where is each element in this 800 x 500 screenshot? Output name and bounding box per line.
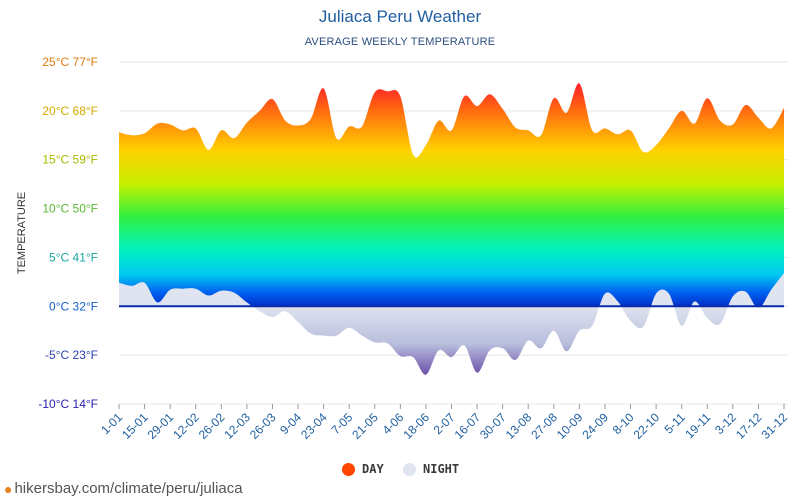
x-tick-label: 23-04 bbox=[298, 410, 330, 442]
legend-night-label: NIGHT bbox=[423, 462, 460, 476]
x-tick-label: 12-03 bbox=[221, 410, 253, 442]
day-dot-icon bbox=[342, 462, 355, 476]
x-tick-label: 21-05 bbox=[349, 410, 381, 442]
x-tick-label: 16-07 bbox=[452, 410, 484, 442]
x-tick-label: 13-08 bbox=[503, 410, 535, 442]
x-tick-label: 17-12 bbox=[733, 410, 765, 442]
y-axis-ticks: 25°C 77°F 20°C 68°F 15°C 59°F 10°C 50°F 5°C … bbox=[38, 55, 98, 411]
x-tick-label: 10-09 bbox=[554, 410, 586, 442]
x-tick-label: 19-11 bbox=[682, 410, 713, 441]
legend-item-day[interactable]: DAY bbox=[342, 462, 384, 476]
x-tick-label: 24-09 bbox=[579, 410, 611, 442]
y-tick-label: 20°C 68°F bbox=[42, 104, 98, 118]
night-dot-icon bbox=[403, 462, 416, 476]
y-tick-label: -5°C 23°F bbox=[45, 348, 98, 362]
x-tick-label: 26-02 bbox=[196, 410, 228, 442]
y-axis-label: TEMPERATURE bbox=[16, 192, 28, 274]
map-pin-icon: ● bbox=[4, 480, 13, 497]
night-area bbox=[119, 273, 784, 375]
y-tick-label: 25°C 77°F bbox=[42, 55, 98, 69]
x-tick-label: 22-10 bbox=[631, 410, 663, 442]
x-tick-label: 12-02 bbox=[170, 410, 202, 442]
y-tick-label: 15°C 59°F bbox=[42, 153, 98, 167]
y-tick-label: 0°C 32°F bbox=[49, 299, 98, 313]
x-axis-ticks: 1-0115-0129-0112-0226-0212-0326-039-0423… bbox=[98, 404, 790, 442]
day-area bbox=[119, 83, 784, 307]
x-tick-label: 27-08 bbox=[528, 410, 560, 442]
x-tick-label: 30-07 bbox=[477, 410, 509, 442]
legend-item-night[interactable]: NIGHT bbox=[403, 462, 459, 476]
x-tick-label: 18-06 bbox=[400, 410, 432, 442]
source-url-text: hikersbay.com/climate/peru/juliaca bbox=[14, 480, 243, 497]
legend-day-label: DAY bbox=[362, 462, 384, 476]
source-link[interactable]: ● hikersbay.com/climate/peru/juliaca bbox=[4, 480, 243, 497]
y-tick-label: 5°C 41°F bbox=[49, 250, 98, 264]
y-tick-label: 10°C 50°F bbox=[42, 202, 98, 216]
x-tick-label: 26-03 bbox=[247, 410, 279, 442]
x-tick-label: 15-01 bbox=[119, 410, 151, 442]
chart-title: Juliaca Peru Weather bbox=[318, 7, 482, 26]
chart-subtitle: AVERAGE WEEKLY TEMPERATURE bbox=[304, 36, 496, 48]
y-tick-label: -10°C 14°F bbox=[38, 397, 98, 411]
x-tick-label: 31-12 bbox=[759, 410, 791, 442]
x-tick-label: 29-01 bbox=[145, 410, 177, 442]
series-areas bbox=[119, 83, 784, 375]
